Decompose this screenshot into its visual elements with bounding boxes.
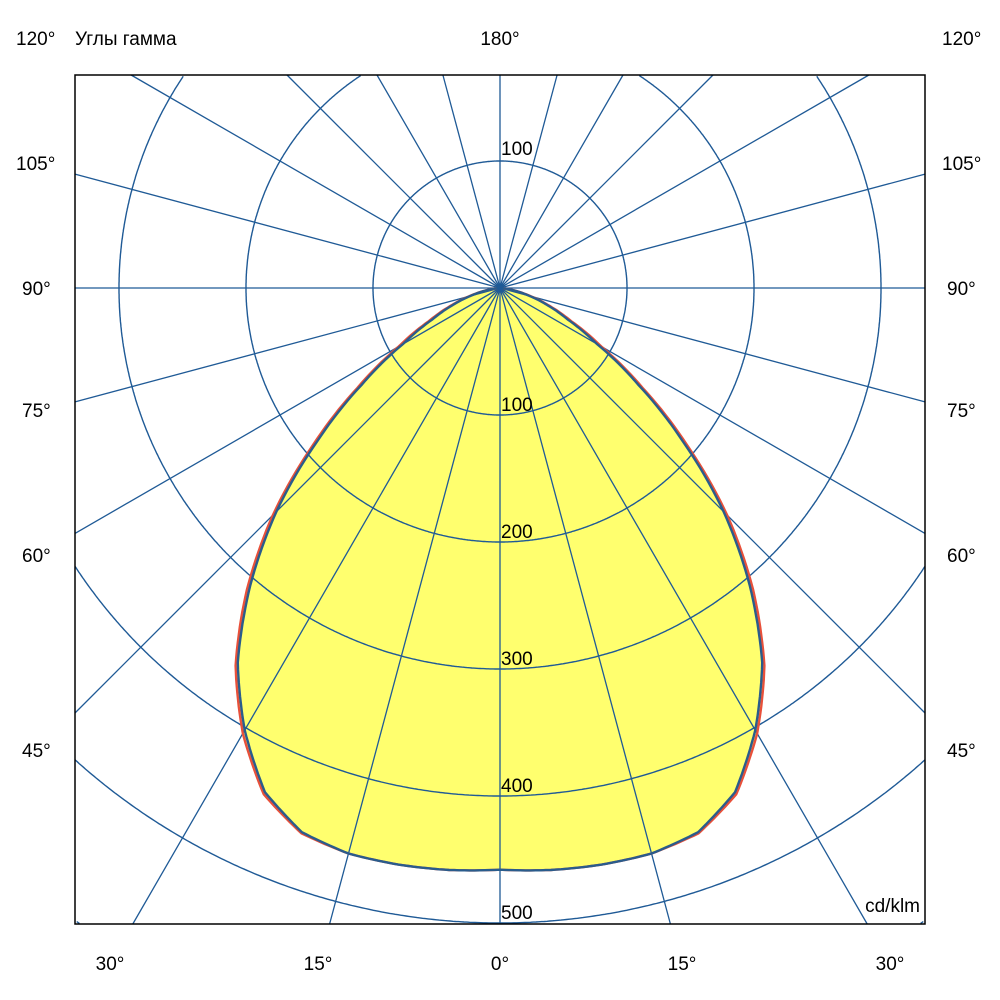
grid-circle <box>118 75 882 670</box>
grid-ray <box>499 287 868 925</box>
right-angle-label: 105° <box>942 154 981 175</box>
grid-ray <box>74 287 501 714</box>
left-angle-label: 75° <box>22 401 51 422</box>
left-angle-label: 120° <box>16 29 55 50</box>
grid-ray <box>286 74 501 289</box>
bottom-angle-labels: 30° 15° 0° 15° 30° <box>96 954 905 975</box>
grid-ray <box>442 74 501 289</box>
bottom-angle-label: 15° <box>668 954 697 975</box>
radial-tick-label: 100 <box>501 395 533 416</box>
grid-ray <box>74 173 501 289</box>
grid-ray <box>499 74 714 289</box>
grid-circle <box>74 759 926 924</box>
left-angle-labels: 120° 105° 90° 75° 60° 45° <box>16 29 55 762</box>
top-angle-label: 180° <box>480 29 519 50</box>
grid-ray <box>328 287 501 925</box>
grid-ray <box>499 287 926 714</box>
chart-title: Углы гамма <box>75 29 177 50</box>
unit-label: cd/klm <box>865 896 920 917</box>
grid-ray <box>74 287 501 403</box>
grid-ray <box>132 287 501 925</box>
right-angle-label: 120° <box>942 29 981 50</box>
right-angle-label: 90° <box>947 279 976 300</box>
grid-ray <box>499 74 558 289</box>
grid-circle <box>245 75 755 543</box>
radial-tick-labels: 100 100 200 300 400 500 <box>501 139 533 924</box>
grid-ray <box>499 287 926 403</box>
radial-tick-label: 300 <box>501 649 533 670</box>
right-angle-label: 60° <box>947 546 976 567</box>
grid-ray <box>74 287 501 534</box>
bottom-angle-label: 30° <box>876 954 905 975</box>
right-angle-label: 45° <box>947 741 976 762</box>
radial-tick-label: 500 <box>501 903 533 924</box>
radial-tick-label: 200 <box>501 522 533 543</box>
grid-ray <box>499 287 926 534</box>
left-angle-label: 60° <box>22 546 51 567</box>
left-angle-label: 45° <box>22 741 51 762</box>
bottom-angle-label: 0° <box>491 954 509 975</box>
plot-frame <box>74 74 926 925</box>
left-angle-label: 105° <box>16 154 55 175</box>
grid-circle <box>74 566 926 797</box>
right-angle-label: 75° <box>947 401 976 422</box>
right-angle-labels: 120° 105° 90° 75° 60° 45° <box>942 29 981 762</box>
curve-c90-c270 <box>236 286 764 872</box>
grid-ray <box>499 173 926 289</box>
grid-ray <box>376 74 501 289</box>
grid-ray <box>499 74 870 289</box>
radial-tick-label: 100 <box>501 139 533 160</box>
bottom-angle-label: 15° <box>304 954 333 975</box>
radial-tick-label: 400 <box>501 776 533 797</box>
center-point <box>497 285 503 291</box>
bottom-angle-label: 30° <box>96 954 125 975</box>
grid-ray <box>499 74 624 289</box>
polar-grid <box>74 74 926 925</box>
left-angle-label: 90° <box>22 279 51 300</box>
grid-ray <box>130 74 501 289</box>
grid-ray <box>499 287 672 925</box>
grid-circle <box>76 921 924 924</box>
